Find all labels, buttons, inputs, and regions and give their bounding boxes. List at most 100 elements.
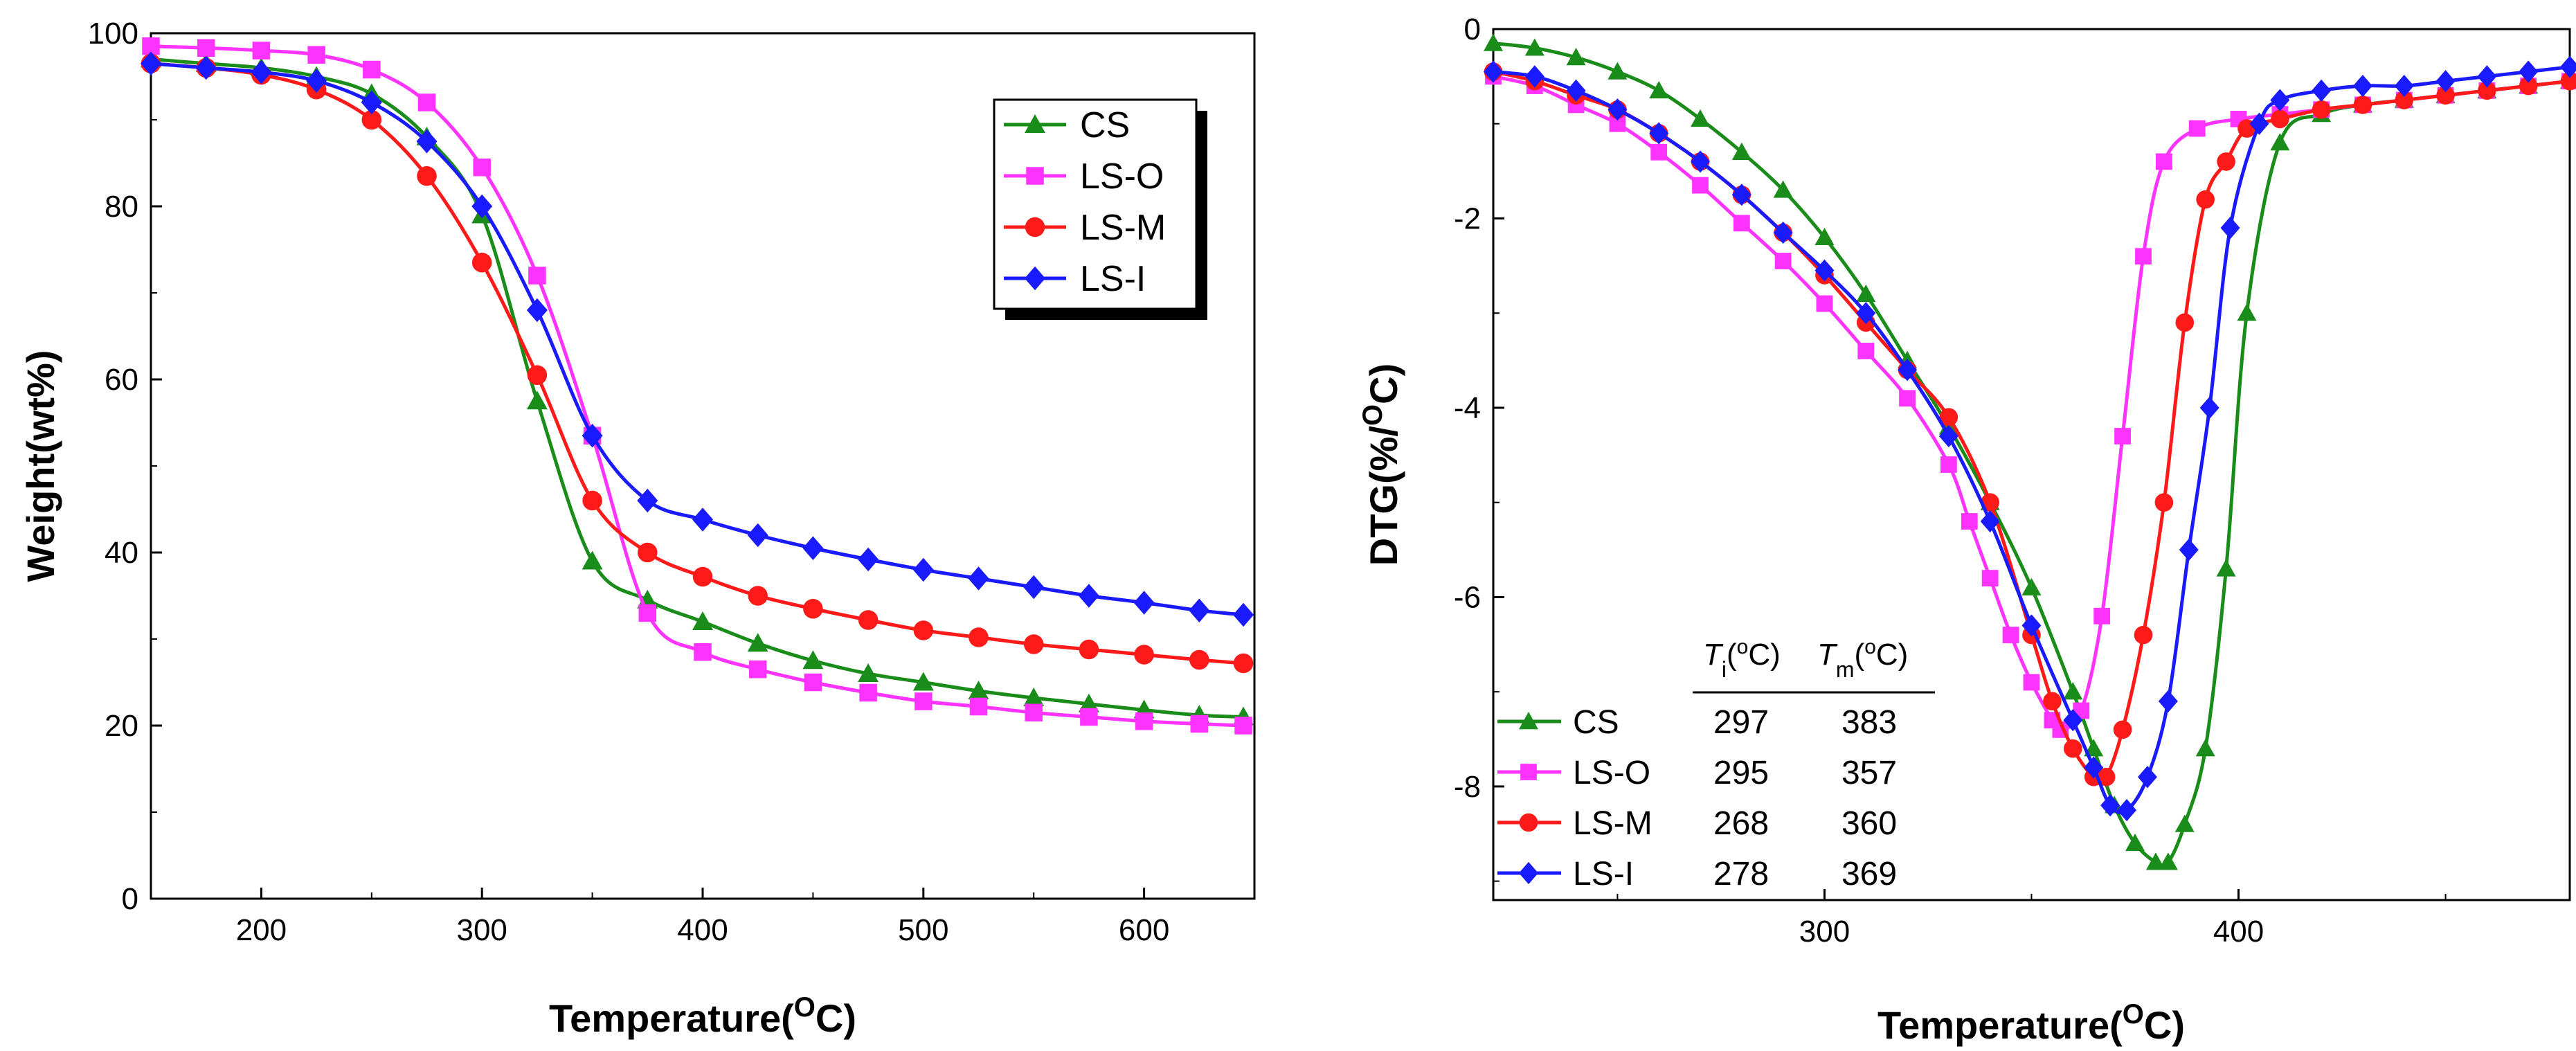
- tga-point-cs-425: [747, 633, 768, 652]
- dtg-point-ls-m-392: [2196, 190, 2215, 209]
- tga-point-ls-i-350: [582, 424, 603, 448]
- dtg-point-ls-m-382: [2154, 493, 2174, 512]
- tga-y-tick-label-60: 60: [105, 363, 138, 397]
- dtg-point-ls-m-470: [2519, 76, 2538, 96]
- dtg-point-ls-o-310: [1857, 343, 1875, 359]
- dtg-point-ls-i-290: [1773, 221, 1793, 244]
- tga-point-ls-o-375: [638, 604, 657, 622]
- dtg-point-cs-397: [2216, 559, 2236, 577]
- tga-y-axis-label: Weight(wt%): [19, 350, 62, 582]
- dtg-point-ls-i-260: [1649, 122, 1669, 145]
- dtg-legend-label-ls-o: LS-O: [1573, 755, 1650, 791]
- dtg-point-ls-o-335: [1961, 513, 1978, 530]
- tga-point-ls-o-400: [694, 643, 712, 661]
- dtg-point-ls-i-320: [1898, 359, 1918, 381]
- dtg-series: [1484, 33, 2576, 870]
- tga-point-ls-i-150: [141, 51, 161, 75]
- tga-point-ls-i-600: [1133, 591, 1155, 615]
- dtg-point-ls-o-382: [2155, 153, 2172, 170]
- dtg-point-cs-240: [1566, 48, 1586, 66]
- dtg-y-tick-label-8: -8: [1454, 770, 1481, 804]
- tga-point-ls-o-600: [1135, 712, 1153, 730]
- dtg-point-ls-i-398: [2220, 217, 2240, 240]
- dtg-plot-frame: [1492, 28, 2571, 901]
- dtg-point-cs-365: [2084, 739, 2104, 757]
- tga-point-ls-o-425: [748, 661, 767, 679]
- tga-point-ls-m-625: [1189, 649, 1209, 670]
- dtg-series-ls-i: [1484, 55, 2576, 822]
- dtg-point-ls-m-480: [2560, 71, 2576, 91]
- tga-point-ls-i-500: [912, 557, 934, 582]
- tga-point-ls-o-200: [252, 42, 271, 60]
- tga-x-axis-label-sup: O: [794, 992, 816, 1023]
- tga-y-tick-label-40: 40: [105, 536, 138, 570]
- dtg-point-ls-o-367: [2093, 607, 2111, 625]
- dtg-legend-marker-ls-i: [1519, 861, 1538, 885]
- tga-point-ls-o-325: [528, 267, 546, 285]
- dtg-table-header-ti: Ti(oC): [1703, 636, 1781, 683]
- tga-point-ls-m-475: [858, 610, 879, 630]
- tga-point-ls-i-225: [306, 69, 327, 93]
- dtg-table-header-ti-open: (: [1727, 638, 1737, 672]
- dtg-table-header-ti-unit: C): [1748, 638, 1780, 672]
- dtg-y-tick-label-4: -4: [1454, 391, 1481, 425]
- tga-point-ls-i-450: [802, 536, 824, 560]
- dtg-point-ls-i-460: [2477, 65, 2497, 88]
- dtg-point-cs-350: [2021, 577, 2042, 595]
- dtg-table-tm-ls-o: 357: [1841, 755, 1897, 791]
- dtg-point-ls-i-350: [2021, 614, 2042, 637]
- dtg-point-ls-i-360: [2063, 709, 2083, 732]
- dtg-point-ls-o-300: [1816, 295, 1833, 312]
- dtg-point-ls-m-450: [2436, 86, 2455, 105]
- tga-point-ls-i-300: [471, 194, 493, 219]
- dtg-table-tm-ls-m: 360: [1841, 805, 1897, 842]
- dtg-point-cs-402: [2237, 303, 2257, 321]
- dtg-point-ls-i-440: [2394, 74, 2414, 98]
- tga-point-ls-m-525: [969, 627, 989, 647]
- dtg-point-ls-i-450: [2435, 70, 2456, 93]
- dtg-legend-marker-ls-o: [1520, 764, 1537, 780]
- tga-point-ls-o-550: [1025, 703, 1043, 721]
- dtg-point-ls-i-369: [2100, 794, 2120, 817]
- dtg-y-tick-label-0: 0: [1464, 12, 1481, 46]
- tga-point-cs-475: [858, 663, 879, 682]
- dtg-table-header-tm: Tm(oC): [1817, 636, 1908, 683]
- tga-x-axis-label-end: C): [816, 996, 856, 1040]
- tga-legend-marker-cs: [1025, 114, 1045, 133]
- dtg-point-ls-o-250: [1609, 115, 1626, 132]
- tga-series-ls-i: [141, 51, 1254, 627]
- dtg-point-ls-m-420: [2312, 100, 2331, 119]
- dtg-point-ls-m-410: [2271, 109, 2289, 129]
- dtg-point-ls-o-340: [1981, 570, 1999, 586]
- dtg-y-axis-label-sup: O: [1358, 404, 1388, 426]
- tga-point-ls-o-645: [1234, 717, 1252, 735]
- dtg-point-ls-i-430: [2352, 74, 2372, 98]
- tga-ticks: 200 300 400 500 600 0 20 40 60 80 100: [88, 17, 1255, 947]
- tga-point-ls-m-425: [748, 586, 768, 606]
- dtg-point-ls-i-270: [1691, 150, 1711, 173]
- dtg-point-ls-i-393: [2199, 396, 2219, 420]
- tga-line-ls-i: [150, 62, 1244, 617]
- dtg-point-ls-m-377: [2134, 625, 2153, 645]
- tga-x-tick-label-500: 500: [898, 913, 948, 947]
- dtg-point-ls-m-368: [2096, 767, 2116, 787]
- tga-x-axis-label-main: Temperature(: [549, 996, 794, 1040]
- tga-point-ls-i-275: [416, 129, 438, 154]
- tga-point-cs-400: [692, 611, 713, 630]
- tga-point-ls-m-400: [692, 566, 713, 587]
- tga-point-ls-o-625: [1190, 715, 1209, 733]
- dtg-x-axis-label-sup: O: [2123, 999, 2144, 1030]
- dtg-point-ls-i-250: [1607, 98, 1628, 121]
- tga-legend: CS LS-O LS-M LS-I: [993, 98, 1207, 320]
- tga-y-tick-label-20: 20: [105, 709, 138, 743]
- tga-point-ls-m-250: [361, 109, 382, 130]
- dtg-table-header-tm-unit: C): [1876, 638, 1908, 672]
- tga-point-ls-m-575: [1079, 639, 1099, 660]
- dtg-point-ls-o-280: [1733, 215, 1750, 232]
- dtg-point-cs-375: [2125, 833, 2145, 852]
- dtg-point-ls-i-470: [2519, 60, 2539, 83]
- dtg-point-cs-387: [2174, 814, 2195, 832]
- dtg-legend-label-cs: CS: [1573, 704, 1619, 741]
